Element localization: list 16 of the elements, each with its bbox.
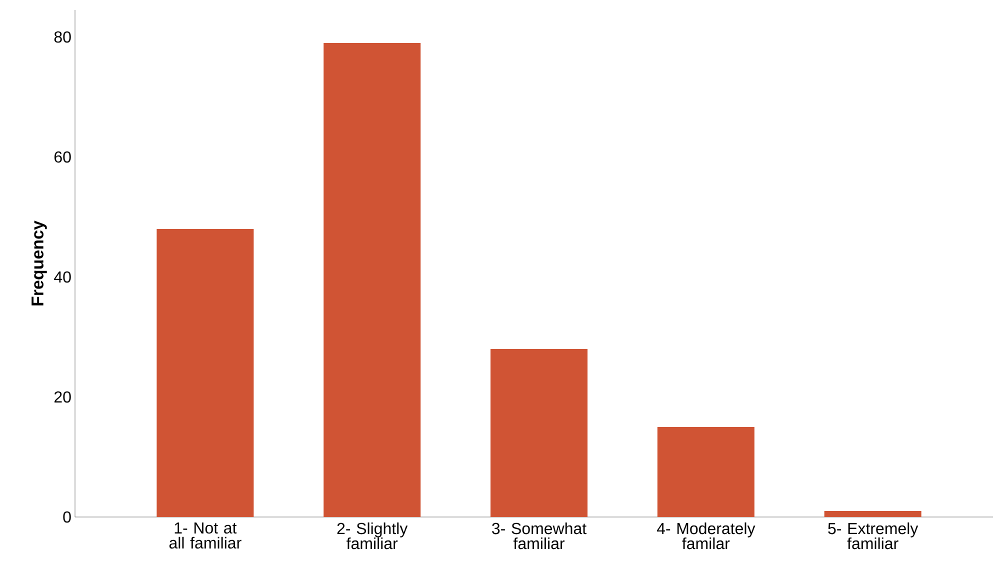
x-tick-label: 4- Moderately familar [656, 522, 756, 550]
y-tick-label: 20 [54, 391, 71, 403]
bar [156, 228, 254, 517]
y-tick-label: 0 [63, 511, 71, 523]
bar [824, 511, 922, 517]
x-tick-label: 2- Slightly familiar [337, 522, 408, 550]
bar [324, 42, 421, 517]
y-tick-label: 80 [54, 31, 71, 43]
y-axis-title: Frequency [32, 220, 47, 306]
bar [490, 349, 588, 517]
x-tick-label: 1- Not at all familiar [169, 522, 242, 549]
x-tick-label: 5- Extremely familiar [828, 522, 918, 550]
y-tick-label: 40 [54, 271, 71, 283]
bar [657, 427, 754, 517]
y-tick-label: 60 [54, 151, 71, 163]
x-tick-label: 3- Somewhat familiar [492, 522, 586, 550]
